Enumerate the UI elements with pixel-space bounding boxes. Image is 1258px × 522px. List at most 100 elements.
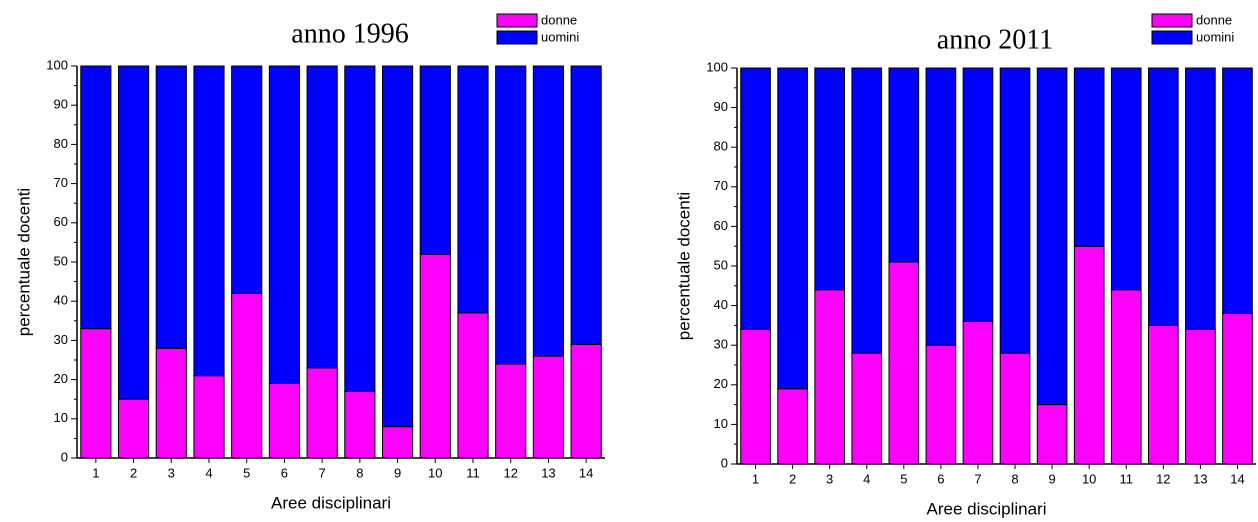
y-tick-label: 0 xyxy=(721,455,728,470)
y-tick-label: 40 xyxy=(54,293,68,308)
bar-segment xyxy=(193,65,225,377)
legend-label: donne xyxy=(541,12,577,27)
y-tick-label: 50 xyxy=(714,257,728,272)
y-tick-label: 40 xyxy=(714,297,728,312)
x-tick-label: 1 xyxy=(752,471,759,486)
bar-segment xyxy=(1222,67,1253,315)
y-tick-label: 60 xyxy=(54,214,68,229)
bar-segment xyxy=(155,65,187,349)
x-tick-label: 2 xyxy=(130,465,137,480)
legend-swatch xyxy=(496,13,538,28)
x-tick-label: 12 xyxy=(1156,471,1170,486)
y-tick-label: 100 xyxy=(46,57,68,72)
bar-segment xyxy=(306,65,338,369)
x-tick-label: 4 xyxy=(863,471,870,486)
y-tick-label: 70 xyxy=(54,175,68,190)
bar-segment xyxy=(381,65,414,428)
x-tick-label: 13 xyxy=(1193,471,1207,486)
bar-segment xyxy=(457,312,489,459)
x-tick-label: 9 xyxy=(1048,471,1055,486)
bar-segment xyxy=(419,65,451,255)
x-tick-label: 12 xyxy=(503,465,517,480)
bar-segment xyxy=(740,67,771,330)
legend-label: uomini xyxy=(1196,29,1234,44)
bar-segment xyxy=(777,388,808,465)
bar-segment xyxy=(117,398,150,459)
bar-segment xyxy=(495,65,527,365)
x-tick-label: 4 xyxy=(205,465,212,480)
bar-segment xyxy=(344,65,376,392)
x-tick-label: 6 xyxy=(937,471,944,486)
bar-segment xyxy=(419,253,451,459)
x-tick-label: 8 xyxy=(356,465,363,480)
bar-segment xyxy=(1036,67,1068,406)
x-tick-label: 5 xyxy=(900,471,907,486)
bar-segment xyxy=(306,367,338,459)
bar-segment xyxy=(1073,67,1105,247)
bar-segment xyxy=(888,67,920,263)
y-tick-label: 30 xyxy=(54,332,68,347)
bar-segment xyxy=(962,320,994,465)
legend-swatch xyxy=(1151,30,1193,45)
bar-segment xyxy=(532,65,565,357)
bar-segment xyxy=(851,352,883,465)
legend-label: uomini xyxy=(541,29,579,44)
bar-segment xyxy=(570,343,602,459)
bar-segment xyxy=(1110,67,1142,291)
bar-segment xyxy=(777,67,808,390)
x-tick-label: 1 xyxy=(92,465,99,480)
bar-segment xyxy=(268,65,301,385)
bar-segment xyxy=(193,375,225,459)
y-tick-label: 80 xyxy=(714,139,728,154)
bar-segment xyxy=(1185,328,1216,465)
x-tick-label: 3 xyxy=(168,465,175,480)
bar-segment xyxy=(925,344,957,465)
x-tick-label: 8 xyxy=(1011,471,1018,486)
y-tick-label: 60 xyxy=(714,218,728,233)
bar-segment xyxy=(155,347,187,459)
bar-segment xyxy=(1147,324,1179,465)
bar-segment xyxy=(999,352,1031,465)
bar-segment xyxy=(1147,67,1179,326)
y-tick-label: 10 xyxy=(714,416,728,431)
bar-segment xyxy=(117,65,150,400)
x-tick-label: 7 xyxy=(974,471,981,486)
x-tick-label: 10 xyxy=(1082,471,1096,486)
y-tick-label: 100 xyxy=(706,59,728,74)
x-tick-label: 14 xyxy=(579,465,593,480)
x-tick-label: 10 xyxy=(428,465,442,480)
bar-segment xyxy=(532,355,565,459)
y-tick-label: 90 xyxy=(714,99,728,114)
x-tick-label: 2 xyxy=(789,471,796,486)
bar-segment xyxy=(457,65,489,314)
legend-swatch xyxy=(496,30,538,45)
y-tick-label: 70 xyxy=(714,178,728,193)
legend-label: donne xyxy=(1196,12,1232,27)
bar-segment xyxy=(1222,313,1253,465)
bar-segment xyxy=(888,261,920,465)
bar-segment xyxy=(1110,289,1142,465)
y-tick-label: 50 xyxy=(54,253,68,268)
legend-swatch xyxy=(1151,13,1193,28)
bar-segment xyxy=(740,328,771,465)
bar-segment xyxy=(814,67,846,291)
y-tick-label: 0 xyxy=(61,449,68,464)
y-tick-label: 80 xyxy=(54,136,68,151)
bar-segment xyxy=(344,390,376,459)
x-tick-label: 9 xyxy=(394,465,401,480)
y-tick-label: 20 xyxy=(714,376,728,391)
x-tick-label: 13 xyxy=(541,465,555,480)
chart-title: anno 1996 xyxy=(291,18,408,49)
x-axis-label: Aree disciplinari xyxy=(927,499,1047,518)
bar-segment xyxy=(268,383,301,459)
x-tick-label: 14 xyxy=(1230,471,1244,486)
x-tick-label: 3 xyxy=(826,471,833,486)
y-axis-label: percentuale docenti xyxy=(14,188,33,336)
bar-segment xyxy=(999,67,1031,354)
y-tick-label: 30 xyxy=(714,337,728,352)
bar-segment xyxy=(1185,67,1216,330)
x-axis-label: Aree disciplinari xyxy=(271,493,391,512)
x-tick-label: 6 xyxy=(281,465,288,480)
bar-segment xyxy=(962,67,994,322)
bar-segment xyxy=(80,328,112,459)
